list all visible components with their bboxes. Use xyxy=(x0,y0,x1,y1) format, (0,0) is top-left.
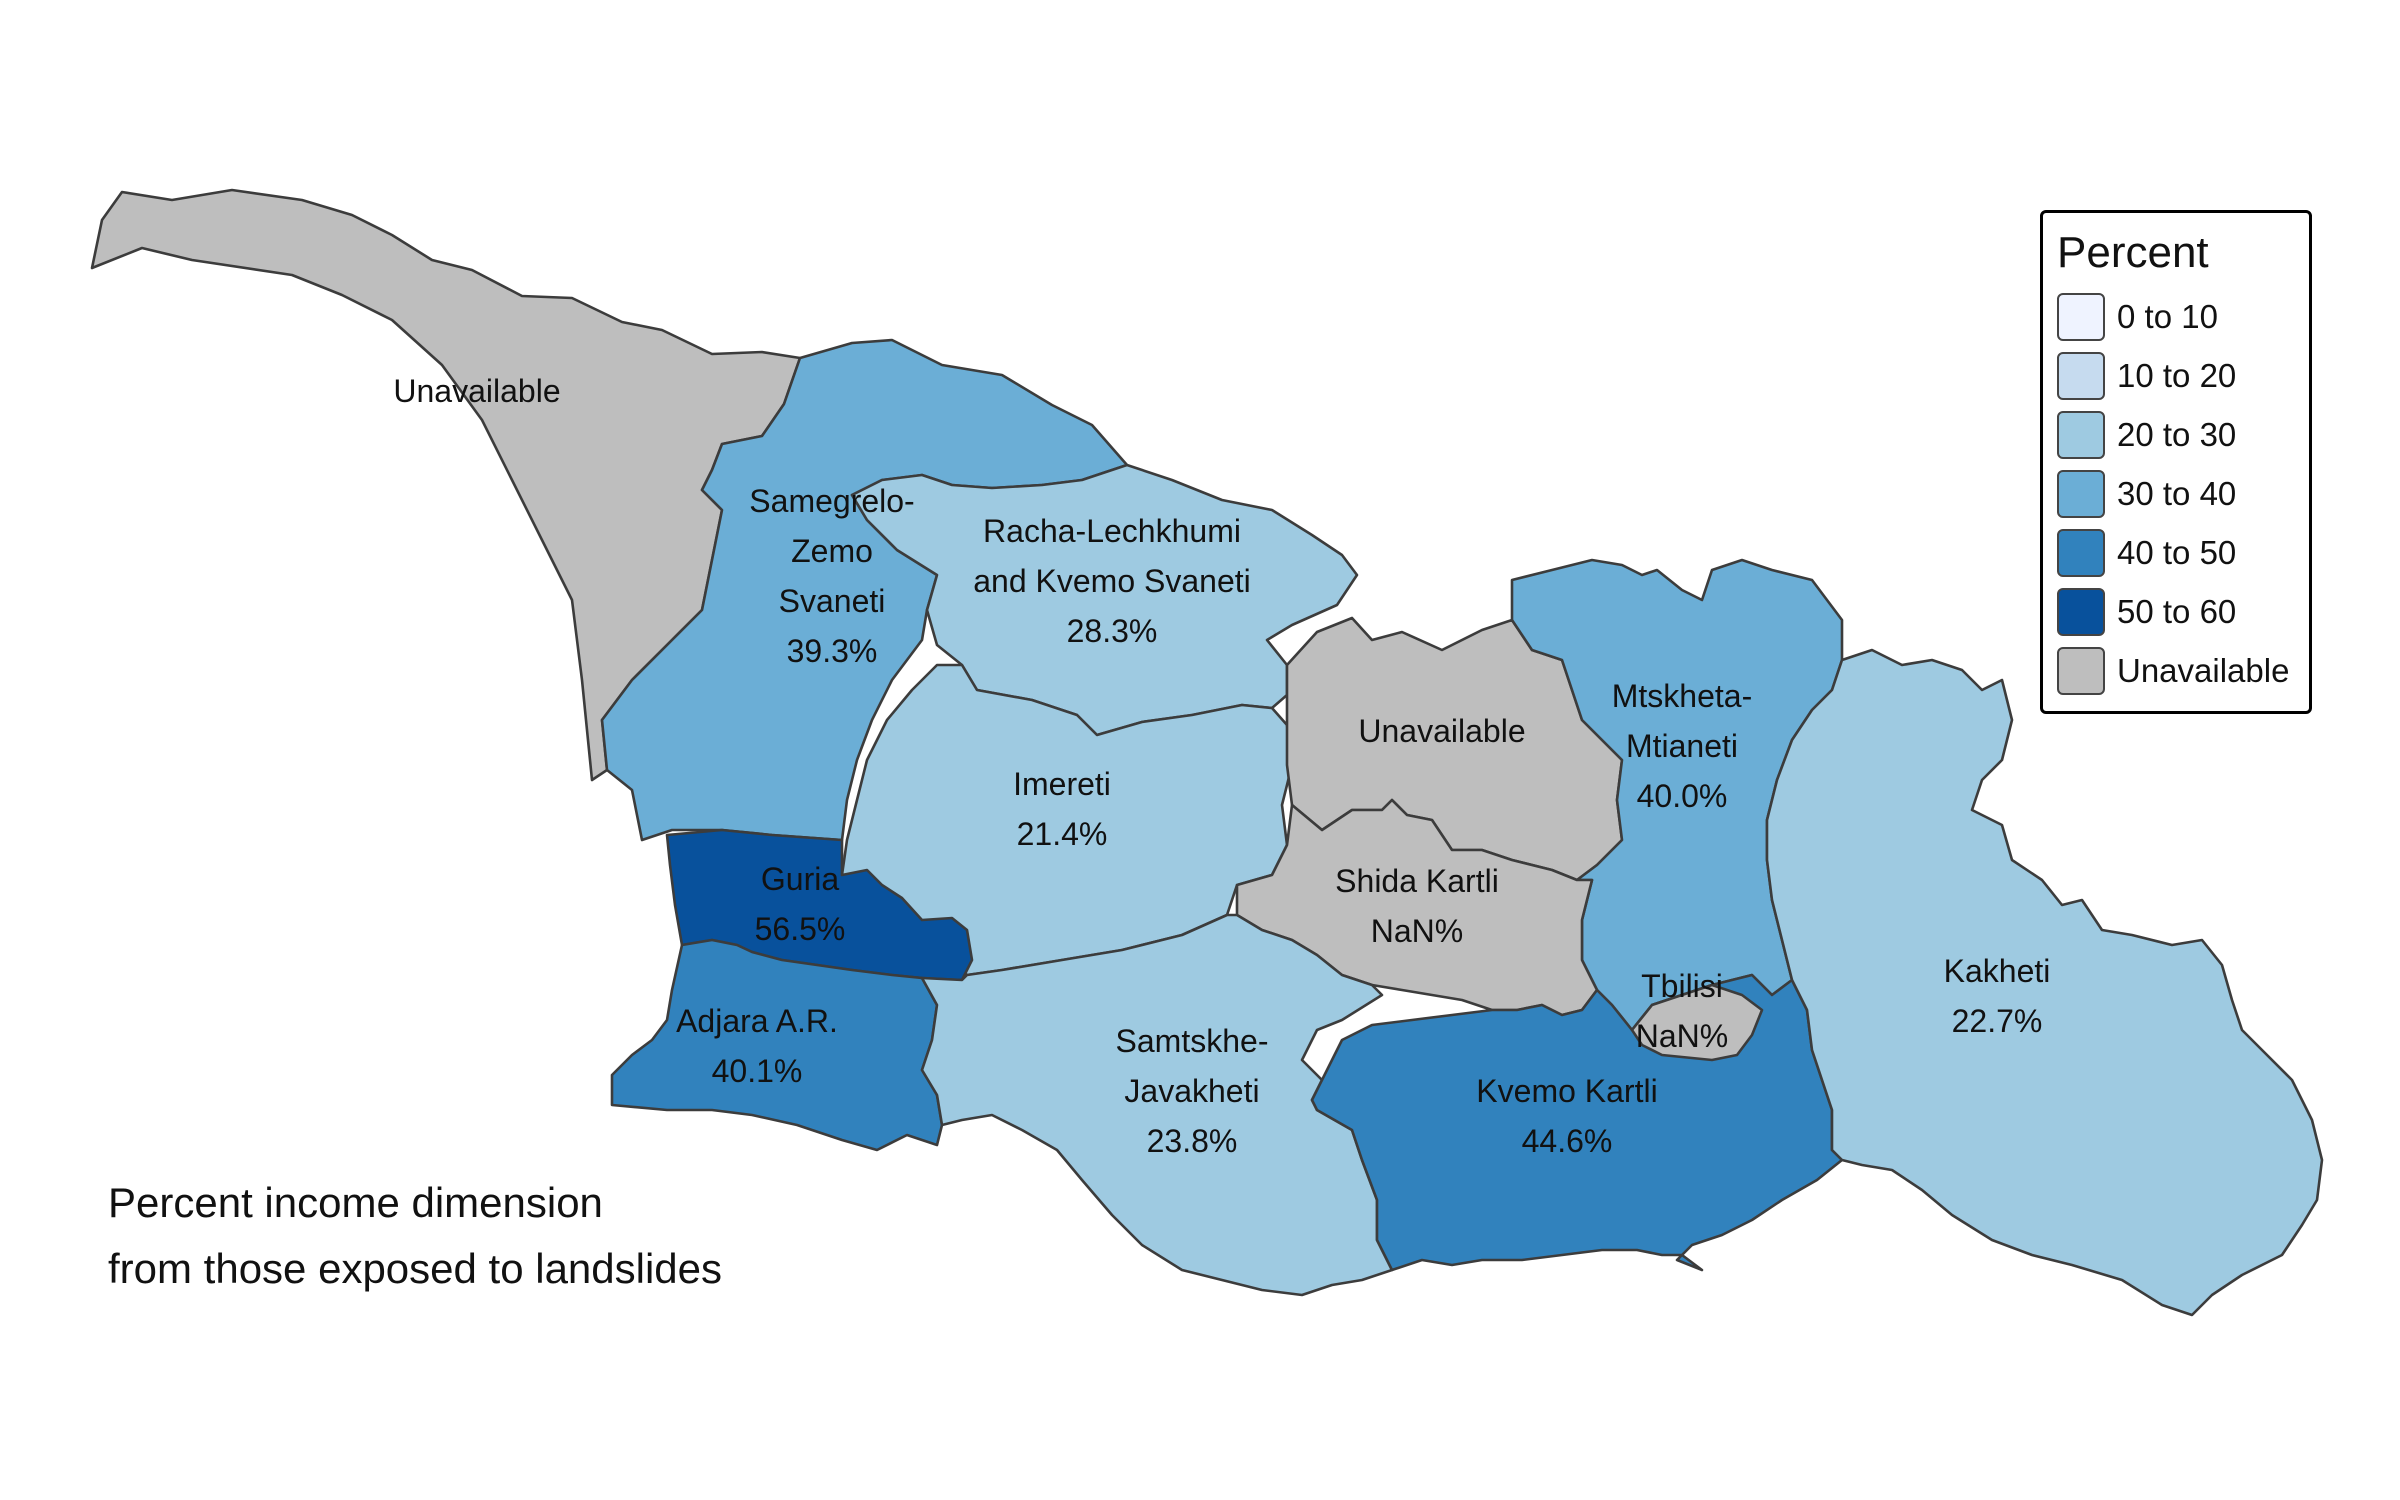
legend-label: 0 to 10 xyxy=(2117,297,2218,335)
legend-label: 40 to 50 xyxy=(2117,533,2237,571)
label-samegrelo-value: 39.3% xyxy=(787,633,878,669)
region-labels: Unavailable Samegrelo- Zemo Svaneti 39.3… xyxy=(393,373,2050,1159)
label-racha-line2: and Kvemo Svaneti xyxy=(973,563,1251,599)
region-kakheti[interactable] xyxy=(1765,648,2324,1317)
label-samtskhe-line2: Javakheti xyxy=(1124,1073,1259,1109)
label-samtskhe-line1: Samtskhe- xyxy=(1116,1023,1269,1059)
label-abkhazia: Unavailable xyxy=(393,373,560,409)
legend-item: 40 to 50 xyxy=(2057,523,2295,582)
label-racha-line1: Racha-Lechkhumi xyxy=(983,513,1241,549)
legend-label: 20 to 30 xyxy=(2117,415,2237,453)
caption-line-2: from those exposed to landslides xyxy=(108,1245,723,1292)
label-shida-kartli-value: NaN% xyxy=(1371,913,1463,949)
region-adjara[interactable] xyxy=(610,938,944,1152)
label-imereti-value: 21.4% xyxy=(1017,816,1108,852)
label-mtskheta-value: 40.0% xyxy=(1637,778,1728,814)
label-kvemo-kartli-value: 44.6% xyxy=(1522,1123,1613,1159)
label-kakheti-value: 22.7% xyxy=(1952,1003,2043,1039)
legend-item: 50 to 60 xyxy=(2057,582,2295,641)
label-south-ossetia: Unavailable xyxy=(1358,713,1525,749)
legend-label: 30 to 40 xyxy=(2117,474,2237,512)
legend-label: Unavailable xyxy=(2117,651,2290,689)
map-caption: Percent income dimension from those expo… xyxy=(108,1170,722,1302)
label-imereti-name: Imereti xyxy=(1013,766,1111,802)
label-samegrelo-line2: Zemo xyxy=(791,533,873,569)
label-samtskhe-value: 23.8% xyxy=(1147,1123,1238,1159)
label-guria-name: Guria xyxy=(761,861,839,897)
legend-swatch xyxy=(2057,351,2105,400)
legend-label: 10 to 20 xyxy=(2117,356,2237,394)
label-samegrelo-line3: Svaneti xyxy=(779,583,886,619)
legend-swatch xyxy=(2057,587,2105,636)
label-racha-value: 28.3% xyxy=(1067,613,1158,649)
label-guria-value: 56.5% xyxy=(755,911,846,947)
legend-swatch xyxy=(2057,292,2105,341)
legend-swatch xyxy=(2057,528,2105,577)
label-tbilisi-name: Tbilisi xyxy=(1641,968,1723,1004)
legend-item: 0 to 10 xyxy=(2057,287,2295,346)
label-tbilisi-value: NaN% xyxy=(1636,1018,1728,1054)
label-mtskheta-line2: Mtianeti xyxy=(1626,728,1738,764)
label-shida-kartli-name: Shida Kartli xyxy=(1335,863,1499,899)
region-tbilisi[interactable] xyxy=(1630,983,1764,1062)
label-mtskheta-line1: Mtskheta- xyxy=(1612,678,1752,714)
legend-item: 10 to 20 xyxy=(2057,346,2295,405)
region-racha-lechkhumi[interactable] xyxy=(850,463,1359,737)
label-adjara-name: Adjara A.R. xyxy=(676,1003,838,1039)
label-kakheti-name: Kakheti xyxy=(1944,953,2051,989)
legend-title: Percent xyxy=(2057,228,2209,277)
label-kvemo-kartli-name: Kvemo Kartli xyxy=(1476,1073,1657,1109)
legend-item: 30 to 40 xyxy=(2057,464,2295,523)
legend-item: Unavailable xyxy=(2057,641,2295,700)
legend-swatch xyxy=(2057,410,2105,459)
legend: Percent 0 to 10 10 to 20 20 to 30 30 to … xyxy=(2040,210,2312,714)
legend-label: 50 to 60 xyxy=(2117,592,2237,630)
label-samegrelo-line1: Samegrelo- xyxy=(749,483,914,519)
caption-line-1: Percent income dimension xyxy=(108,1179,603,1226)
legend-swatch xyxy=(2057,469,2105,518)
legend-swatch xyxy=(2057,646,2105,695)
label-adjara-value: 40.1% xyxy=(712,1053,803,1089)
legend-item: 20 to 30 xyxy=(2057,405,2295,464)
